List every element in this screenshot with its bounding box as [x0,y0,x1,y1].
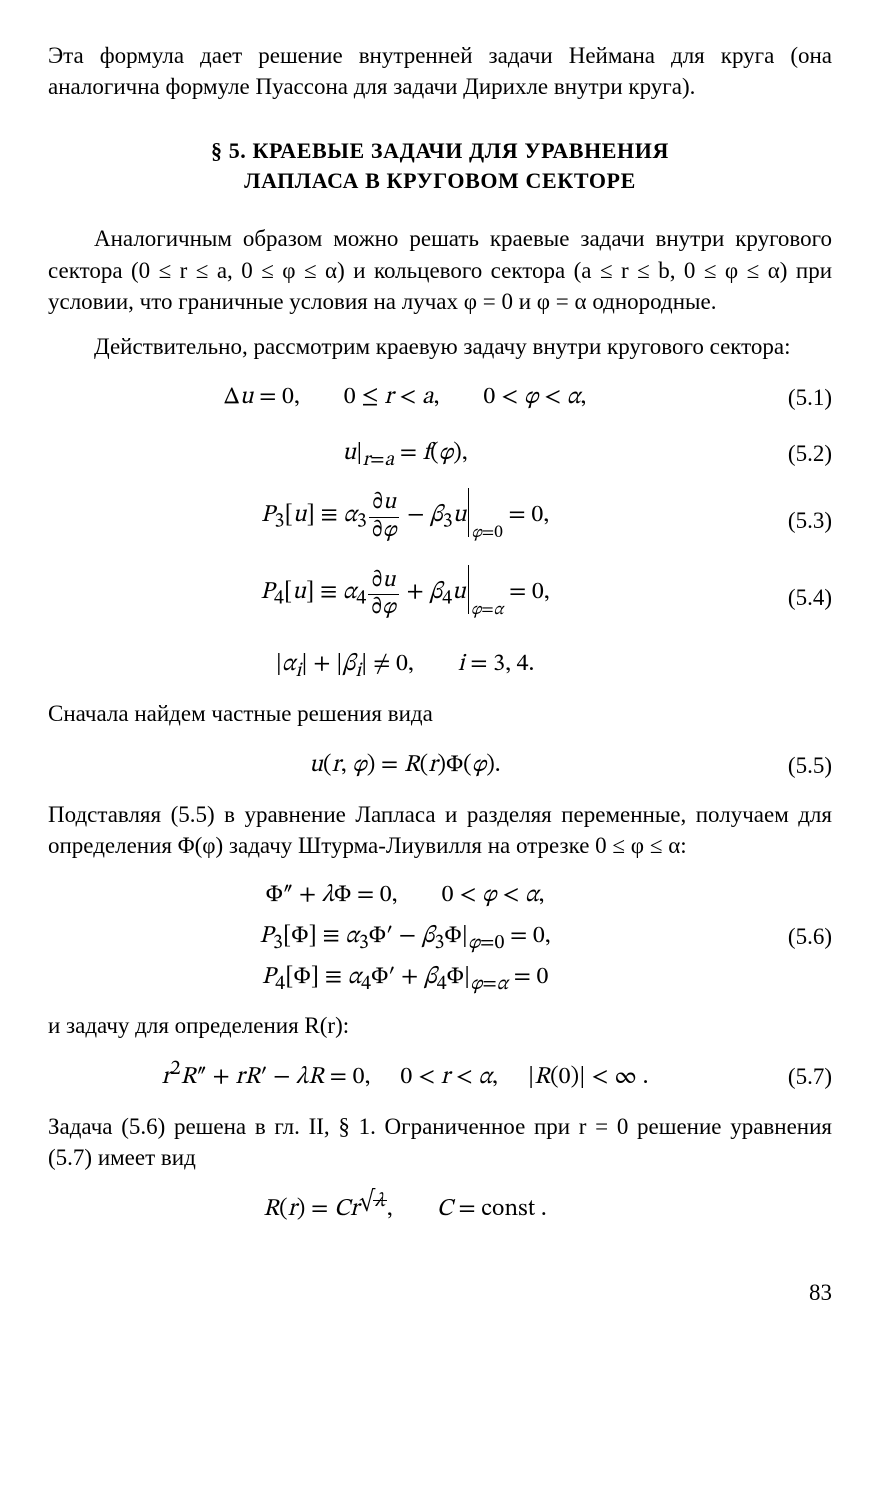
equation-5-1-number: (5.1) [762,382,832,413]
equation-R-r: R(r) = Cr√λ,C = const . [48,1187,832,1231]
equation-5-6-body: Φ″ + λΦ = 0,0 < φ < α, P3[Φ] ≡ α3Φ′ − β3… [48,875,762,997]
equation-5-4-body: P4[u] ≡ α4∂u∂φ + β4uφ=α = 0, [48,565,762,630]
section-heading-line2: ЛАПЛАСА В КРУГОВОМ СЕКТОРЕ [244,168,636,193]
equation-5-1: Δu = 0,0 ≤ r < a,0 < φ < α, (5.1) [48,376,832,420]
equation-alpha-beta-cond: |αi| + |βi| ≠ 0,i = 3, 4. [48,642,832,686]
equation-5-7-body: r2R″ + rR′ − λR = 0,0 < r < α,|R(0)| < ∞… [48,1061,762,1093]
equation-R-r-body: R(r) = Cr√λ,C = const . [48,1193,762,1225]
paragraph-after-5-4: Сначала найдем частные решения вида [48,698,832,729]
equation-alpha-beta-cond-body: |αi| + |βi| ≠ 0,i = 3, 4. [48,648,762,680]
equation-5-7-number: (5.7) [762,1061,832,1092]
paragraph-after-5-7: Задача (5.6) решена в гл. II, § 1. Огран… [48,1111,832,1173]
section-heading: § 5. КРАЕВЫЕ ЗАДАЧИ ДЛЯ УРАВНЕНИЯ ЛАПЛАС… [48,136,832,195]
equation-5-2-body: u|r=a = f(φ), [48,437,762,469]
equation-5-2: u|r=a = f(φ), (5.2) [48,432,832,476]
equation-5-2-number: (5.2) [762,438,832,469]
section-heading-line1: § 5. КРАЕВЫЕ ЗАДАЧИ ДЛЯ УРАВНЕНИЯ [211,138,669,163]
equation-5-3: P3[u] ≡ α3∂u∂φ − β3uφ=0 = 0, (5.3) [48,488,832,553]
equation-5-6-number: (5.6) [762,921,832,952]
equation-5-5-body: u(r, φ) = R(r)Φ(φ). [48,749,762,781]
paragraph-sector-2: Действительно, рассмотрим краевую задачу… [48,331,832,362]
equation-5-3-number: (5.3) [762,505,832,536]
equation-5-7: r2R″ + rR′ − λR = 0,0 < r < α,|R(0)| < ∞… [48,1055,832,1099]
paragraph-sector-1: Аналогичным образом можно решать краевые… [48,223,832,316]
paragraph-after-5-6: и задачу для определения R(r): [48,1010,832,1041]
equation-5-3-body: P3[u] ≡ α3∂u∂φ − β3uφ=0 = 0, [48,488,762,553]
equation-5-6: Φ″ + λΦ = 0,0 < φ < α, P3[Φ] ≡ α3Φ′ − β3… [48,875,832,997]
equation-5-5-number: (5.5) [762,750,832,781]
page-number: 83 [48,1277,832,1308]
paragraph-after-5-5: Подставляя (5.5) в уравнение Лапласа и р… [48,799,832,861]
equation-5-5: u(r, φ) = R(r)Φ(φ). (5.5) [48,743,832,787]
equation-5-4: P4[u] ≡ α4∂u∂φ + β4uφ=α = 0, (5.4) [48,565,832,630]
intro-paragraph: Эта формула дает решение внутренней зада… [48,40,832,102]
equation-5-4-number: (5.4) [762,582,832,613]
equation-5-1-body: Δu = 0,0 ≤ r < a,0 < φ < α, [48,381,762,413]
